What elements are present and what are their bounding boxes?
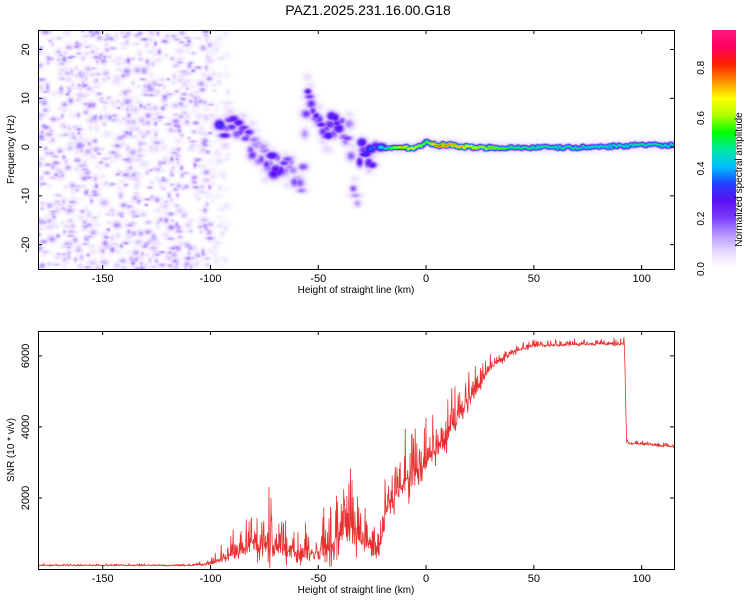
snr-y-ticks: 2000 4000 6000: [20, 344, 674, 510]
spectrogram-x-tick-label: 50: [528, 273, 540, 285]
colorbar-tick-label: 0.0: [696, 262, 707, 276]
spectrogram-y-tick-label: -10: [20, 188, 32, 204]
snr-y-tick-label: 2000: [20, 486, 32, 510]
spectrogram-y-ticks: 20 10 0 -10 -20: [20, 43, 674, 253]
snr-y-label: SNR (10 * v/v): [6, 418, 17, 482]
spectrogram-x-tick-label: 100: [632, 273, 650, 285]
snr-y-tick-label: 6000: [20, 344, 32, 368]
spectrogram-x-label: Height of straight line (km): [298, 285, 415, 296]
spectrogram-frame: [38, 30, 675, 270]
colorbar-tick-label: 0.8: [696, 60, 707, 74]
snr-panel: -150 -100 -50 0 50 100 2000 4000 6000 Height of…: [6, 331, 675, 596]
snr-x-tick-label: 0: [423, 573, 429, 585]
spectrogram-x-tick-label: -150: [92, 273, 114, 285]
colorbar-gradient: [712, 30, 736, 269]
colorbar-ticks: 0.0 0.2 0.4 0.6 0.8: [696, 60, 707, 276]
spectrogram-image: [38, 30, 674, 269]
snr-frame: [38, 331, 675, 570]
snr-series-line: [37, 337, 675, 568]
spectrogram-y-tick-label: 20: [20, 43, 32, 55]
spectrogram-y-tick-label: -20: [20, 237, 32, 253]
spectrogram-y-tick-label: 10: [20, 92, 32, 104]
snr-x-tick-label: 100: [632, 573, 650, 585]
spectrogram-x-tick-label: -100: [199, 273, 221, 285]
colorbar: 0.0 0.2 0.4 0.6 0.8 Normalized spectral ampl…: [696, 30, 745, 276]
snr-x-tick-label: 50: [528, 573, 540, 585]
snr-y-tick-label: 4000: [20, 415, 32, 439]
snr-x-ticks: -150 -100 -50 0 50 100: [92, 331, 651, 585]
snr-x-tick-label: -150: [92, 573, 114, 585]
figure-title: PAZ1.2025.231.16.00.G18: [285, 2, 451, 18]
spectrogram-x-tick-label: 0: [423, 273, 429, 285]
colorbar-tick-label: 0.6: [696, 111, 707, 125]
spectrogram-x-tick-label: -50: [310, 273, 326, 285]
colorbar-tick-label: 0.2: [696, 211, 707, 225]
snr-x-tick-label: -100: [199, 573, 221, 585]
colorbar-tick-label: 0.4: [696, 161, 707, 175]
spectrogram-y-tick-label: 0: [20, 144, 32, 150]
snr-x-tick-label: -50: [310, 573, 326, 585]
colorbar-label: Normalized spectral amplitude: [734, 112, 745, 247]
spectrogram-x-ticks: -150 -100 -50 0 50 100: [92, 30, 651, 285]
spectrogram-y-label: Frequency (Hz): [6, 115, 17, 184]
snr-x-label: Height of straight line (km): [298, 585, 415, 596]
